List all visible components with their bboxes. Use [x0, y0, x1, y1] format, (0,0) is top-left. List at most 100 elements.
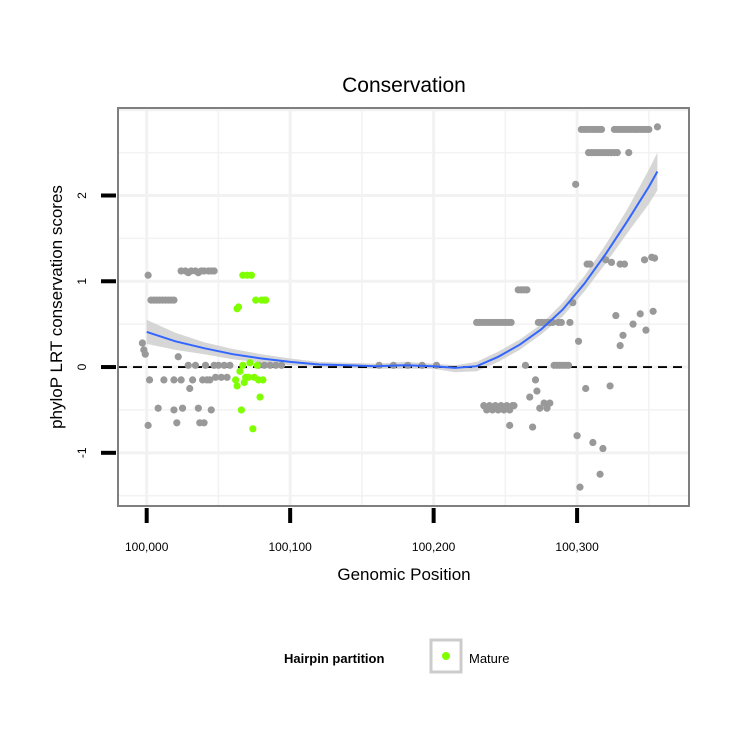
gridlines — [118, 108, 689, 506]
y-axis-ticks: -1 0 1 2 — [75, 192, 116, 458]
series-mature-points — [232, 271, 270, 433]
data-point-other — [200, 419, 208, 427]
data-point-mature — [249, 425, 257, 433]
data-point-mature — [234, 303, 243, 311]
data-point-other — [619, 331, 627, 339]
data-point-other — [650, 254, 659, 262]
data-point-other — [620, 260, 629, 268]
data-point-other — [189, 376, 197, 384]
data-point-other — [642, 326, 650, 334]
data-point-mature — [233, 382, 241, 390]
x-tick-label: 100,100 — [268, 540, 312, 554]
data-point-other — [640, 256, 649, 264]
data-point-other — [141, 350, 149, 358]
data-point-other — [523, 286, 531, 294]
data-point-other — [521, 361, 530, 369]
data-point-other — [573, 432, 581, 440]
data-point-mature — [232, 376, 240, 384]
data-point-other — [597, 125, 606, 134]
x-axis-label: Genomic Position — [337, 565, 470, 584]
data-point-other — [607, 258, 616, 266]
data-point-other — [616, 341, 624, 350]
data-point-other — [649, 307, 657, 315]
data-point-other — [260, 361, 268, 369]
legend-key-mature-dot — [442, 652, 450, 660]
data-point-other — [606, 382, 614, 390]
data-point-mature — [262, 296, 270, 304]
data-point-other — [214, 361, 223, 369]
data-point-other — [586, 260, 594, 268]
data-point-other — [625, 149, 633, 157]
data-point-other — [186, 384, 194, 393]
data-point-other — [173, 419, 181, 427]
data-point-other — [596, 470, 604, 478]
data-point-other — [653, 123, 662, 131]
smooth-line-path — [146, 171, 659, 369]
plot-border — [117, 107, 690, 507]
y-axis-label: phyloP LRT conservation scores — [47, 185, 66, 429]
data-point-other — [217, 373, 225, 381]
data-point-mature — [253, 361, 261, 369]
data-point-other — [201, 361, 210, 369]
data-point-other — [564, 361, 573, 369]
data-point-other — [510, 402, 518, 410]
data-point-other — [211, 373, 220, 381]
data-point-other — [576, 483, 584, 491]
x-tick-label: 100,200 — [412, 540, 456, 554]
y-tick-label: 1 — [75, 278, 89, 285]
data-point-other — [533, 387, 541, 395]
data-point-other — [536, 404, 544, 412]
data-point-mature — [244, 373, 253, 381]
chart-title: Conservation — [342, 74, 466, 97]
data-point-other — [636, 310, 644, 318]
data-point-other — [226, 361, 234, 369]
data-point-other — [144, 421, 152, 429]
data-point-other — [645, 125, 653, 134]
data-point-other — [589, 438, 597, 447]
data-point-other — [566, 318, 574, 327]
data-point-other — [506, 421, 514, 429]
data-point-other — [582, 384, 590, 393]
y-tick-label: 2 — [75, 192, 89, 199]
data-point-mature — [252, 296, 260, 304]
data-point-other — [174, 353, 182, 361]
data-point-mature — [247, 271, 256, 279]
data-point-mature — [236, 367, 244, 375]
y-tick-label: 0 — [75, 363, 89, 370]
legend: Hairpin partition Mature — [284, 638, 509, 674]
data-point-other — [266, 361, 274, 369]
data-point-other — [191, 361, 200, 369]
data-point-other — [170, 376, 178, 384]
data-point-other — [572, 180, 580, 188]
data-point-mature — [259, 376, 267, 384]
data-point-other — [599, 444, 607, 453]
data-point-other — [629, 320, 637, 328]
confidence-band-area — [146, 152, 658, 373]
data-point-other — [546, 399, 554, 407]
data-point-other — [612, 311, 620, 320]
data-point-other — [557, 318, 565, 327]
data-point-other — [144, 271, 152, 279]
data-point-other — [207, 406, 215, 414]
data-point-mature — [246, 359, 254, 367]
data-point-other — [210, 267, 218, 275]
data-point-other — [526, 393, 534, 401]
x-tick-label: 100,000 — [125, 540, 169, 554]
data-point-other — [220, 361, 228, 369]
data-point-other — [154, 404, 162, 412]
x-axis-ticks: 100,000 100,100 100,200 100,300 — [125, 508, 599, 554]
data-point-mature — [237, 406, 245, 414]
data-point-other — [277, 361, 286, 369]
data-point-other — [178, 404, 187, 412]
data-point-other — [170, 406, 178, 414]
data-point-other — [160, 376, 168, 384]
smooth-confidence-band — [146, 152, 658, 373]
data-point-other — [145, 376, 154, 384]
data-point-other — [206, 376, 214, 384]
legend-label-mature: Mature — [469, 651, 509, 666]
data-point-other — [574, 337, 583, 345]
data-point-mature — [239, 361, 247, 369]
data-point-mature — [256, 393, 264, 401]
data-point-other — [170, 296, 178, 304]
